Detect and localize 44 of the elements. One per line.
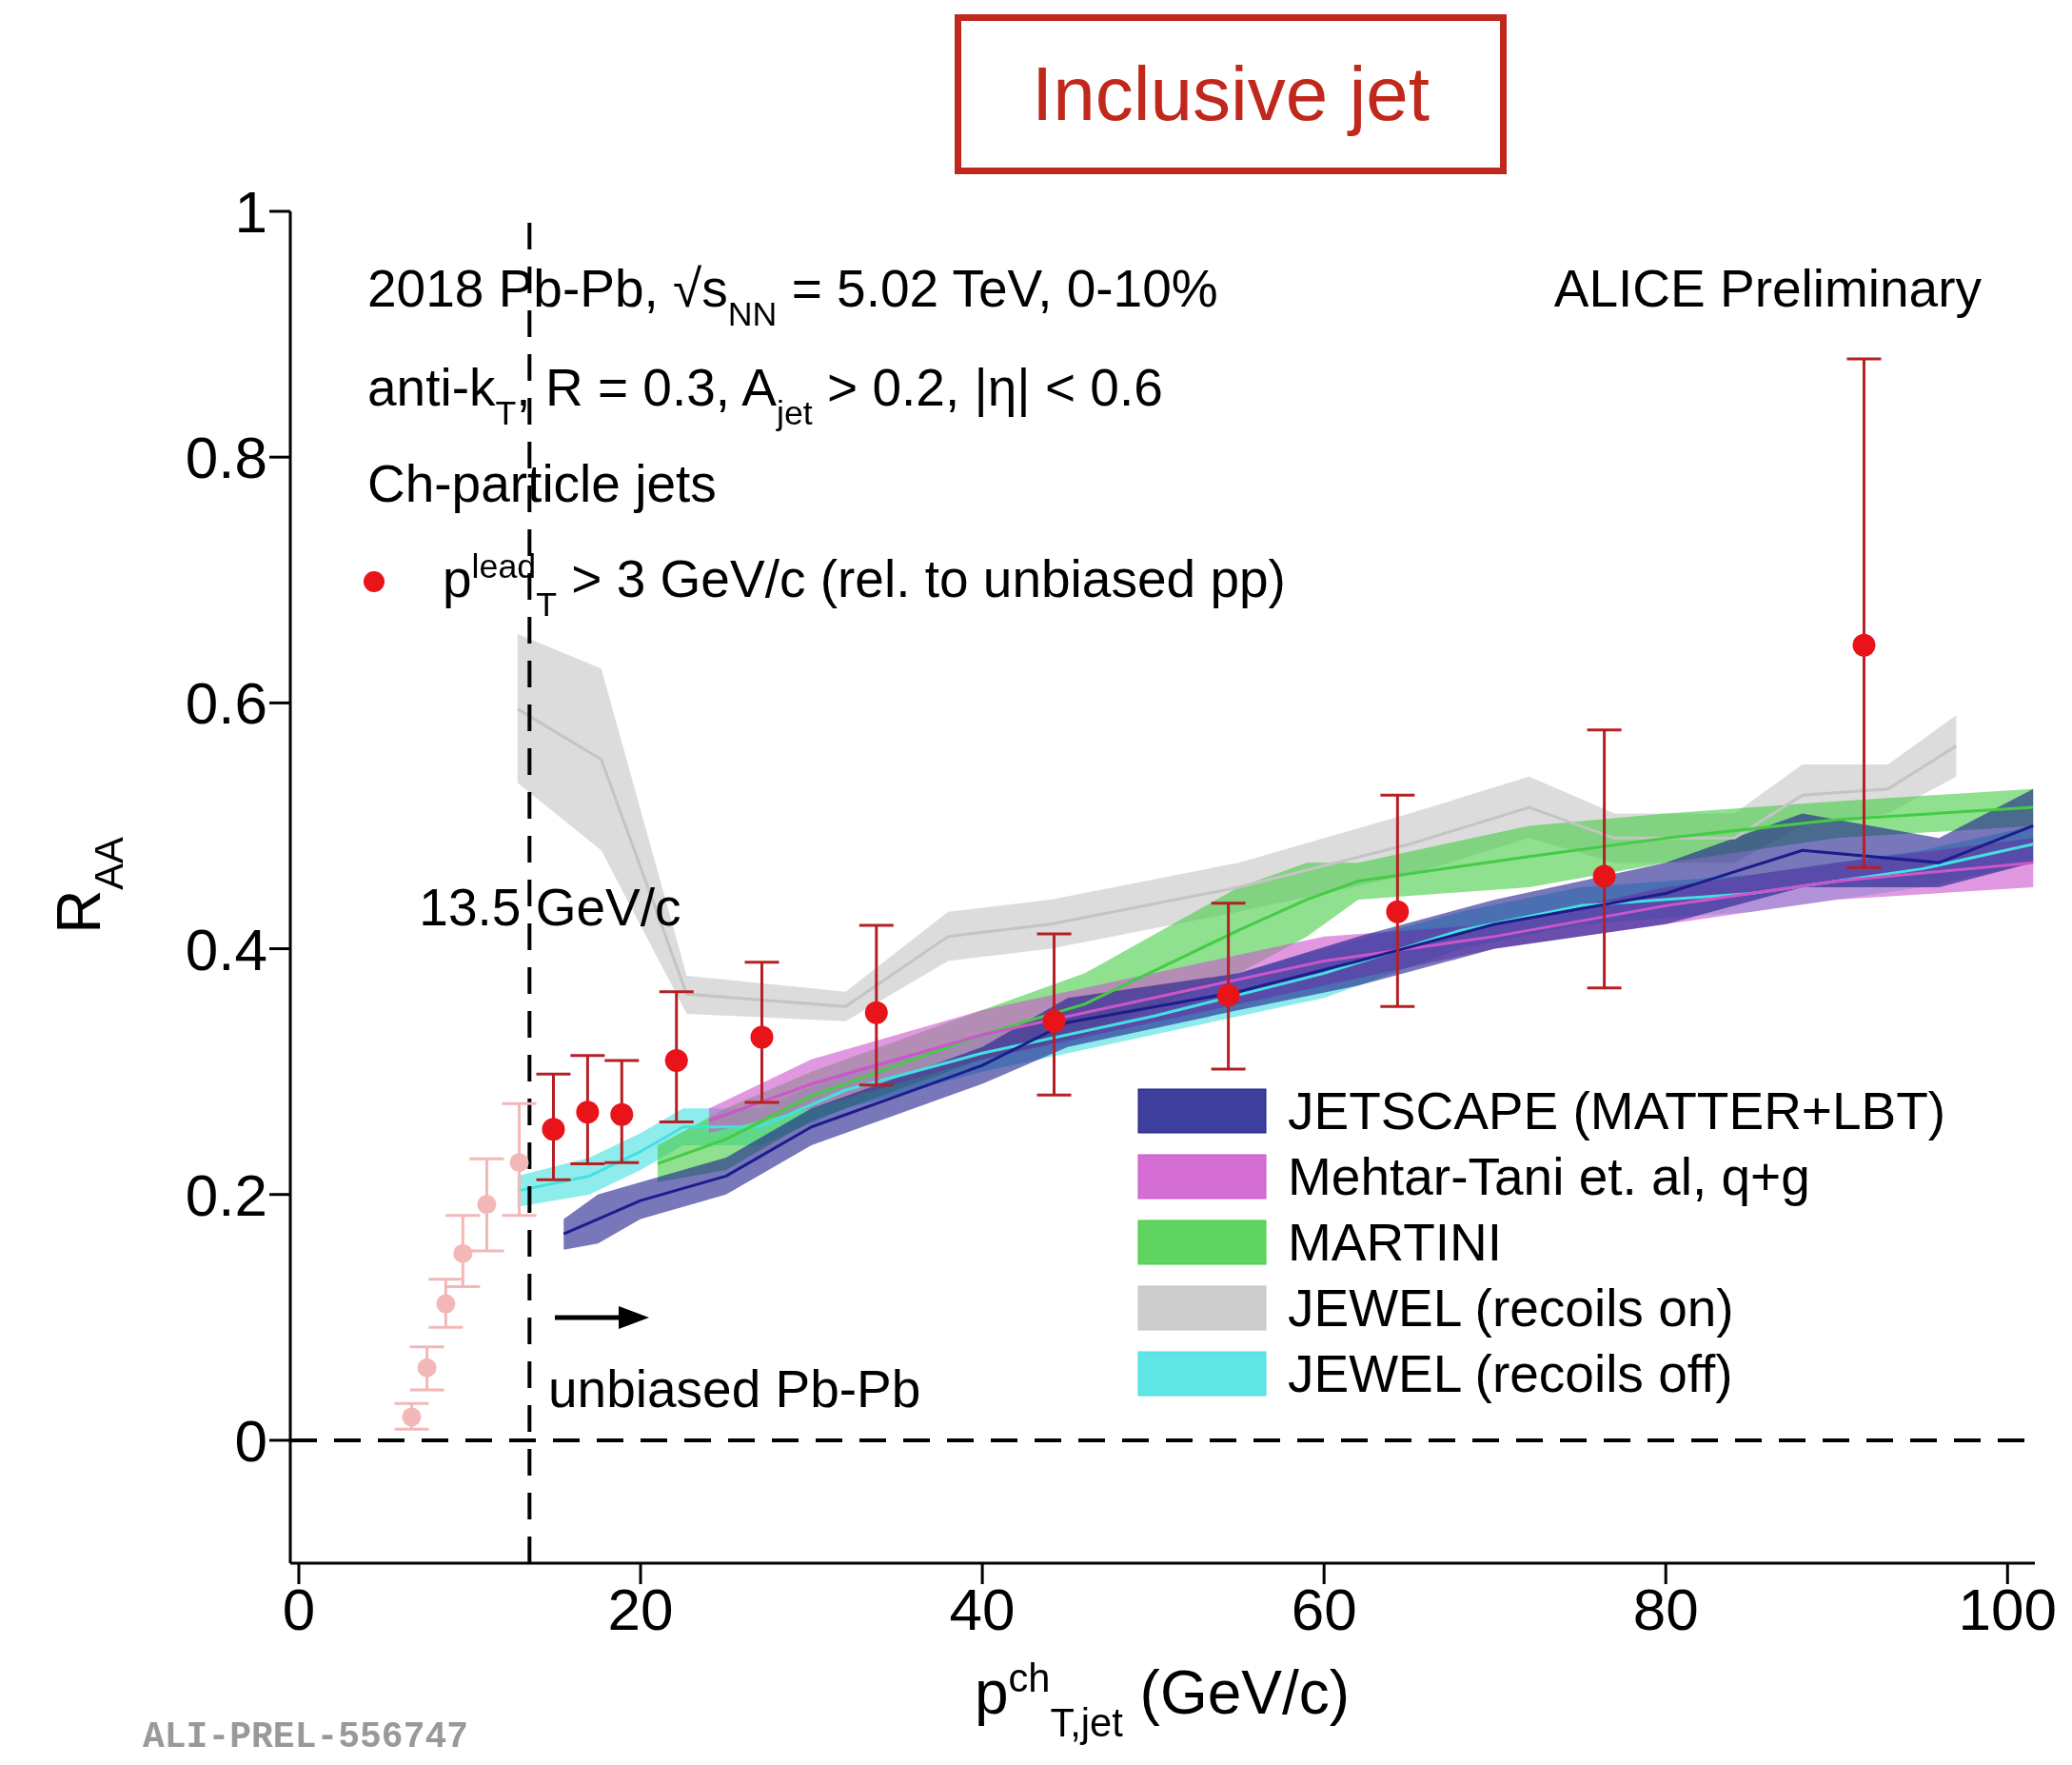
x-tick-label: 0	[282, 1577, 316, 1643]
y-tick-label: 0.2	[185, 1161, 267, 1228]
point	[864, 1001, 888, 1024]
legend-label: p$^{lead}$$_{T}$ > 3 GeV/c (rel. to unbiased pp)	[443, 547, 1286, 624]
legend-label: Mehtar-Tani et. al, q+g	[1288, 1147, 1810, 1206]
y-tick-label: 0.8	[185, 425, 267, 491]
point	[436, 1294, 456, 1314]
x-tick-label: 40	[949, 1577, 1016, 1643]
legend-label: JETSCAPE (MATTER+LBT)	[1288, 1081, 1946, 1140]
point	[610, 1102, 634, 1126]
x-axis-title: p$^{ch}$$_{T,jet}$ (GeV/c)	[974, 1655, 1351, 1745]
point	[664, 1049, 688, 1073]
annotation: 2018 Pb-Pb, √s$_{NN}$ = 5.02 TeV, 0-10%	[367, 259, 1218, 333]
y-tick-label: 1	[234, 179, 267, 246]
annotation: unbiased Pb-Pb	[548, 1359, 921, 1418]
legend-label: JEWEL (recoils off)	[1288, 1344, 1733, 1403]
annotation: ALICE Preliminary	[1553, 259, 1983, 318]
point	[750, 1025, 774, 1049]
point	[477, 1195, 497, 1215]
point	[417, 1358, 437, 1378]
text: ALI-PREL-556747	[143, 1716, 469, 1757]
point	[1592, 864, 1616, 888]
annotation: Ch-particle jets	[367, 454, 717, 513]
point	[576, 1101, 600, 1124]
point	[402, 1407, 422, 1427]
y-tick-label: 0.4	[185, 916, 267, 982]
chart-title: Inclusive jet	[955, 14, 1507, 174]
x-tick-label: 20	[607, 1577, 674, 1643]
y-tick-label: 0.6	[185, 670, 267, 737]
point	[1042, 1009, 1066, 1033]
point	[1386, 900, 1410, 923]
legend-label: JEWEL (recoils on)	[1288, 1279, 1734, 1338]
point	[1216, 983, 1240, 1007]
legend-label: MARTINI	[1288, 1213, 1503, 1272]
x-tick-label: 60	[1291, 1577, 1357, 1643]
point	[453, 1243, 473, 1263]
annotation: anti-k$_{T}$, R = 0.3, A$_{jet}$ > 0.2, |η| < 0.6	[367, 358, 1163, 432]
point	[1852, 633, 1876, 657]
point	[542, 1118, 565, 1141]
ref-line-label: 13.5 GeV/c	[419, 878, 681, 937]
point	[509, 1153, 529, 1173]
x-tick-label: 80	[1632, 1577, 1699, 1643]
x-tick-label: 100	[1958, 1577, 2057, 1643]
y-tick-label: 0	[234, 1407, 267, 1474]
